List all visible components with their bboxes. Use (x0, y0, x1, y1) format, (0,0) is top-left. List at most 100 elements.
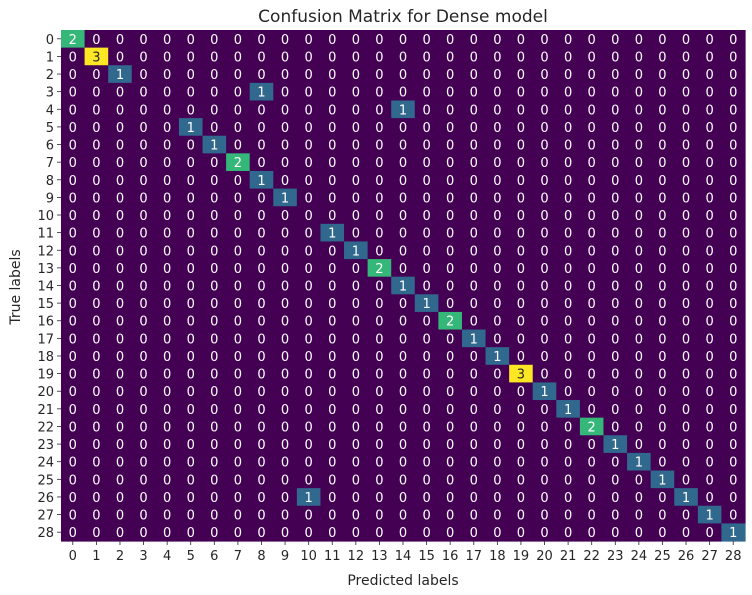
cell-value-r16-c23: 0 (611, 315, 619, 330)
heatmap-cell-r28-c3 (131, 523, 156, 542)
heatmap-cell-r24-c5 (178, 452, 204, 472)
cell-value-r9-c7: 0 (234, 191, 242, 206)
heatmap-cell-r14-c12 (344, 276, 369, 295)
cell-value-r28-c12: 0 (352, 526, 360, 541)
cell-value-r27-c5: 0 (187, 509, 195, 524)
heatmap-cell-r25-c9 (273, 470, 298, 489)
cell-value-r28-c26: 0 (682, 526, 690, 541)
cell-value-r12-c8: 0 (257, 244, 265, 259)
y-tick-label-9: 9 (46, 191, 54, 206)
heatmap-cell-r23-c19 (509, 435, 534, 454)
cell-value-r20-c24: 0 (635, 385, 643, 400)
cell-value-r7-c25: 0 (658, 156, 666, 171)
cell-value-r26-c10: 1 (305, 491, 313, 506)
heatmap-cell-r2-c13 (367, 65, 392, 84)
heatmap-cell-r16-c19 (509, 311, 534, 331)
heatmap-cell-r6-c1 (84, 135, 109, 154)
cell-value-r25-c21: 0 (564, 473, 572, 488)
heatmap-cell-r5-c3 (131, 118, 156, 137)
heatmap-cell-r18-c18 (485, 347, 510, 366)
cell-value-r20-c1: 0 (92, 385, 100, 400)
heatmap-cell-r10-c3 (131, 206, 156, 225)
heatmap-cell-r20-c8 (249, 382, 274, 401)
cell-value-r8-c15: 0 (422, 174, 430, 189)
cell-value-r17-c17: 1 (470, 332, 478, 347)
heatmap-cell-r11-c8 (249, 223, 274, 243)
heatmap-cell-r25-c6 (202, 470, 227, 489)
cell-value-r2-c3: 0 (139, 68, 147, 83)
cell-value-r12-c15: 0 (422, 244, 430, 259)
heatmap-cell-r22-c12 (344, 417, 369, 436)
cell-value-r27-c17: 0 (470, 509, 478, 524)
cell-value-r14-c14: 1 (399, 280, 407, 295)
cell-value-r3-c21: 0 (564, 86, 572, 101)
cell-value-r8-c24: 0 (635, 174, 643, 189)
heatmap-cell-r15-c4 (155, 294, 180, 313)
cell-value-r26-c8: 0 (257, 491, 265, 506)
cell-value-r17-c15: 0 (422, 332, 430, 347)
cell-value-r0-c5: 0 (187, 33, 195, 48)
cell-value-r10-c5: 0 (187, 209, 195, 224)
cell-value-r24-c13: 0 (375, 456, 383, 471)
heatmap-cell-r24-c14 (391, 452, 416, 472)
heatmap-cell-r15-c22 (579, 294, 605, 313)
cell-value-r27-c6: 0 (210, 509, 218, 524)
heatmap-cell-r9-c27 (697, 188, 723, 207)
cell-value-r6-c11: 0 (328, 139, 336, 154)
heatmap-cell-r14-c17 (461, 276, 487, 295)
cell-value-r22-c28: 0 (729, 420, 737, 435)
cell-value-r13-c1: 0 (92, 262, 100, 277)
y-axis-label: True labels (8, 249, 24, 325)
cell-value-r16-c1: 0 (92, 315, 100, 330)
heatmap-cell-r23-c23 (603, 435, 628, 454)
cell-value-r9-c9: 1 (281, 191, 289, 206)
heatmap-cell-r19-c8 (249, 364, 274, 384)
cell-value-r11-c21: 0 (564, 227, 572, 242)
cell-value-r24-c17: 0 (470, 456, 478, 471)
heatmap-cell-r14-c14 (391, 276, 416, 295)
cell-value-r2-c0: 0 (69, 68, 77, 83)
cell-value-r9-c22: 0 (588, 191, 596, 206)
cell-value-r0-c6: 0 (210, 33, 218, 48)
heatmap-cell-r2-c5 (178, 65, 204, 84)
heatmap-cell-r25-c27 (697, 470, 723, 489)
cell-value-r14-c13: 0 (375, 280, 383, 295)
heatmap-cell-r16-c1 (84, 311, 109, 331)
cell-value-r3-c2: 0 (116, 86, 124, 101)
cell-value-r22-c2: 0 (116, 420, 124, 435)
cell-value-r23-c28: 0 (729, 438, 737, 453)
cell-value-r17-c13: 0 (375, 332, 383, 347)
heatmap-cell-r12-c17 (461, 241, 487, 260)
cell-value-r28-c9: 0 (281, 526, 289, 541)
heatmap-cell-r15-c23 (603, 294, 628, 313)
heatmap-cell-r1-c9 (273, 47, 298, 66)
heatmap-cell-r13-c28 (721, 259, 746, 278)
heatmap-cell-r23-c10 (296, 435, 322, 454)
cell-value-r14-c8: 0 (257, 280, 265, 295)
heatmap-cell-r5-c12 (344, 118, 369, 137)
heatmap-cell-r19-c6 (202, 364, 227, 384)
heatmap-cell-r18-c13 (367, 347, 392, 366)
cell-value-r18-c1: 0 (92, 350, 100, 365)
cell-value-r18-c15: 0 (422, 350, 430, 365)
heatmap-cell-r24-c27 (697, 452, 723, 472)
heatmap-cell-r1-c14 (391, 47, 416, 66)
cell-value-r9-c24: 0 (635, 191, 643, 206)
heatmap-cell-r6-c0 (61, 135, 86, 154)
cell-value-r7-c9: 0 (281, 156, 289, 171)
cell-value-r12-c10: 0 (305, 244, 313, 259)
heatmap-cell-r14-c11 (320, 276, 345, 295)
heatmap-cell-r9-c13 (367, 188, 392, 207)
heatmap-cell-r8-c16 (438, 170, 463, 190)
heatmap-cell-r0-c6 (202, 30, 227, 49)
cell-value-r24-c23: 0 (611, 456, 619, 471)
cell-value-r12-c16: 0 (446, 244, 454, 259)
heatmap-cell-r20-c24 (627, 382, 652, 401)
cell-value-r14-c18: 0 (493, 280, 501, 295)
heatmap-cell-r3-c3 (131, 82, 156, 102)
cell-value-r10-c13: 0 (375, 209, 383, 224)
cell-value-r26-c9: 0 (281, 491, 289, 506)
x-tick-label-2: 2 (116, 549, 124, 564)
cell-value-r13-c23: 0 (611, 262, 619, 277)
